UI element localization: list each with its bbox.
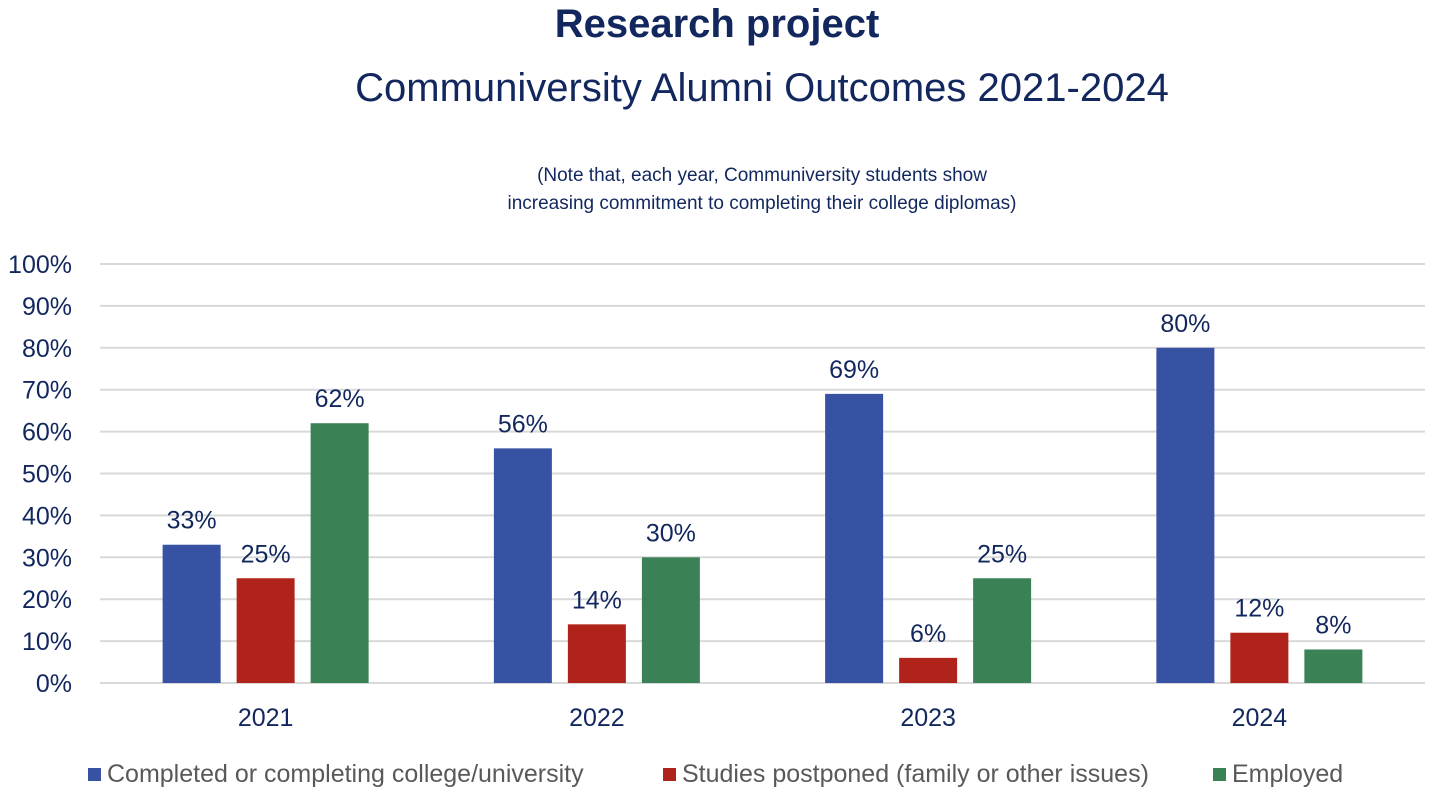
note-line-1: (Note that, each year, Communiversity st… — [537, 165, 987, 186]
x-tick-label: 2021 — [238, 704, 294, 732]
chart-subtitle: Communiversity Alumni Outcomes 2021-2024 — [355, 66, 1169, 110]
data-label: 69% — [829, 356, 879, 384]
data-label: 56% — [498, 410, 548, 438]
data-label: 25% — [241, 540, 291, 568]
bar — [162, 544, 221, 683]
y-tick-label: 100% — [8, 251, 72, 279]
y-tick-label: 30% — [22, 544, 72, 572]
y-tick-label: 80% — [22, 335, 72, 363]
y-tick-label: 60% — [22, 419, 72, 447]
data-label: 12% — [1234, 595, 1284, 623]
bar — [973, 578, 1032, 683]
x-tick-label: 2023 — [900, 704, 956, 732]
y-tick-label: 50% — [22, 461, 72, 489]
y-tick-label: 40% — [22, 502, 72, 530]
legend-swatch — [1213, 768, 1226, 781]
legend-item: Completed or completing college/universi… — [88, 760, 584, 789]
chart-title: Research project — [554, 2, 880, 46]
data-label: 33% — [167, 507, 217, 535]
chart-note: (Note that, each year, Communiversity st… — [0, 162, 1434, 218]
y-tick-label: 70% — [22, 377, 72, 405]
bar — [825, 393, 884, 683]
legend-label: Studies postponed (family or other issue… — [682, 760, 1149, 788]
data-label: 80% — [1160, 310, 1210, 338]
bar — [236, 578, 295, 683]
legend-label: Completed or completing college/universi… — [107, 760, 584, 788]
data-label: 62% — [315, 385, 365, 413]
bar — [1230, 632, 1289, 683]
data-label: 30% — [646, 519, 696, 547]
bar — [310, 423, 369, 683]
y-tick-label: 10% — [22, 628, 72, 656]
data-label: 8% — [1315, 611, 1351, 639]
bar — [899, 657, 958, 683]
legend-item: Employed — [1213, 760, 1343, 789]
legend-label: Employed — [1232, 760, 1344, 788]
bar-chart: 0% 10% 20% 30% 40% 50% 60% 70% 80% 90% 100% 2021 33%… — [8, 251, 1425, 732]
note-line-2: increasing commitment to completing thei… — [507, 193, 1017, 214]
legend: Completed or completing college/universi… — [0, 760, 1434, 792]
legend-swatch — [663, 768, 676, 781]
y-tick-label: 20% — [22, 586, 72, 614]
bar — [1304, 649, 1363, 683]
data-label: 6% — [910, 620, 946, 648]
y-tick-label: 90% — [22, 293, 72, 321]
bar — [493, 448, 552, 683]
data-label: 14% — [572, 586, 622, 614]
y-tick-label: 0% — [36, 670, 72, 698]
legend-swatch — [88, 768, 101, 781]
x-tick-label: 2022 — [569, 704, 625, 732]
data-label: 25% — [977, 540, 1027, 568]
bar — [1156, 347, 1215, 683]
legend-item: Studies postponed (family or other issue… — [663, 760, 1149, 789]
bar — [641, 557, 700, 683]
x-tick-label: 2024 — [1232, 704, 1288, 732]
bar — [567, 624, 626, 683]
